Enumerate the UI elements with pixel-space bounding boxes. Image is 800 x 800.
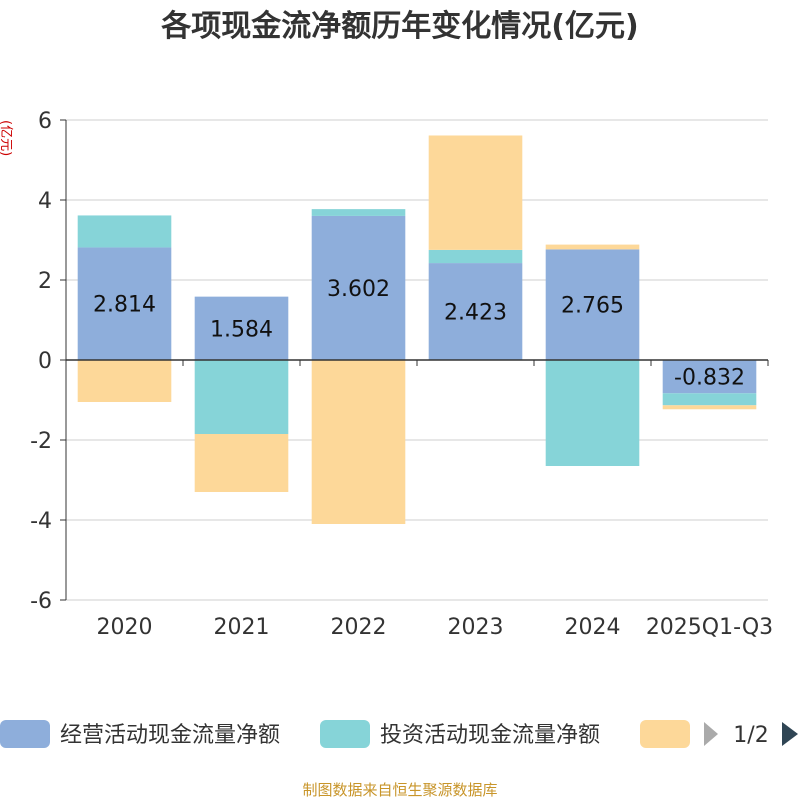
legend-swatch-2[interactable] <box>640 720 690 748</box>
chevron-right-icon[interactable] <box>782 722 798 746</box>
bar-2022-series-1 <box>311 209 406 216</box>
bar-2023-series-1 <box>428 249 523 264</box>
legend-label-1[interactable]: 投资活动现金流量净额 <box>380 723 600 748</box>
x-tick-label: 2023 <box>448 615 504 640</box>
axes: 6 4 2 0 -2 -4 -6 2020 2021 2022 2023 2024 2025Q1-Q3 <box>30 109 773 640</box>
data-label: 1.584 <box>210 317 273 342</box>
y-tick-label: 6 <box>38 109 52 134</box>
bar-2021-series-2 <box>194 434 289 492</box>
data-label: 2.814 <box>93 293 156 318</box>
x-tick-label: 2024 <box>565 615 621 640</box>
legend-swatch-0[interactable] <box>0 720 50 748</box>
bar-2024-series-2 <box>545 244 640 250</box>
y-tick-label: -4 <box>30 509 52 534</box>
y-tick-label: 0 <box>38 349 52 374</box>
bar-2020-series-2 <box>77 360 172 402</box>
x-tick-label: 2020 <box>97 615 153 640</box>
y-tick-label: -6 <box>30 589 52 614</box>
bar-2020-series-0 <box>77 247 172 360</box>
bar-2022-series-0 <box>311 215 406 360</box>
legend-page-indicator: 1/2 <box>733 723 768 748</box>
y-tick-label: 2 <box>38 269 52 294</box>
data-label: 2.423 <box>444 301 507 326</box>
bar-2024-series-0 <box>545 249 640 360</box>
chevron-left-icon[interactable] <box>704 722 718 746</box>
legend-label-0[interactable]: 经营活动现金流量净额 <box>60 723 280 748</box>
x-tick-label: 2025Q1-Q3 <box>646 615 773 640</box>
y-tick-label: 4 <box>38 189 52 214</box>
bar-2025Q1-Q3-series-1 <box>662 393 757 406</box>
x-tick-label: 2022 <box>331 615 387 640</box>
bar-2021-series-0 <box>194 296 289 360</box>
bars <box>77 135 757 524</box>
bar-2020-series-1 <box>77 215 172 248</box>
y-tick-label: -2 <box>30 429 52 454</box>
bar-2022-series-2 <box>311 360 406 524</box>
legend: 经营活动现金流量净额 投资活动现金流量净额 1/2 <box>0 720 798 748</box>
bar-2025Q1-Q3-series-0 <box>662 360 757 394</box>
bar-2025Q1-Q3-series-2 <box>662 405 757 410</box>
data-label: 2.765 <box>561 294 624 319</box>
data-labels: 2.814 1.584 3.602 2.423 2.765 -0.832 <box>93 277 745 391</box>
source-note: 制图数据来自恒生聚源数据库 <box>302 781 497 799</box>
data-label: 3.602 <box>327 277 390 302</box>
data-label: -0.832 <box>674 366 745 391</box>
bar-2021-series-1 <box>194 360 289 434</box>
bar-2023-series-0 <box>428 263 523 360</box>
chart-title: 各项现金流净额历年变化情况(亿元) <box>160 9 638 44</box>
legend-swatch-1[interactable] <box>320 720 370 748</box>
y-axis-label: (亿元) <box>0 120 13 156</box>
bar-2023-series-2 <box>428 135 523 250</box>
bar-2024-series-1 <box>545 360 640 466</box>
x-tick-label: 2021 <box>214 615 270 640</box>
